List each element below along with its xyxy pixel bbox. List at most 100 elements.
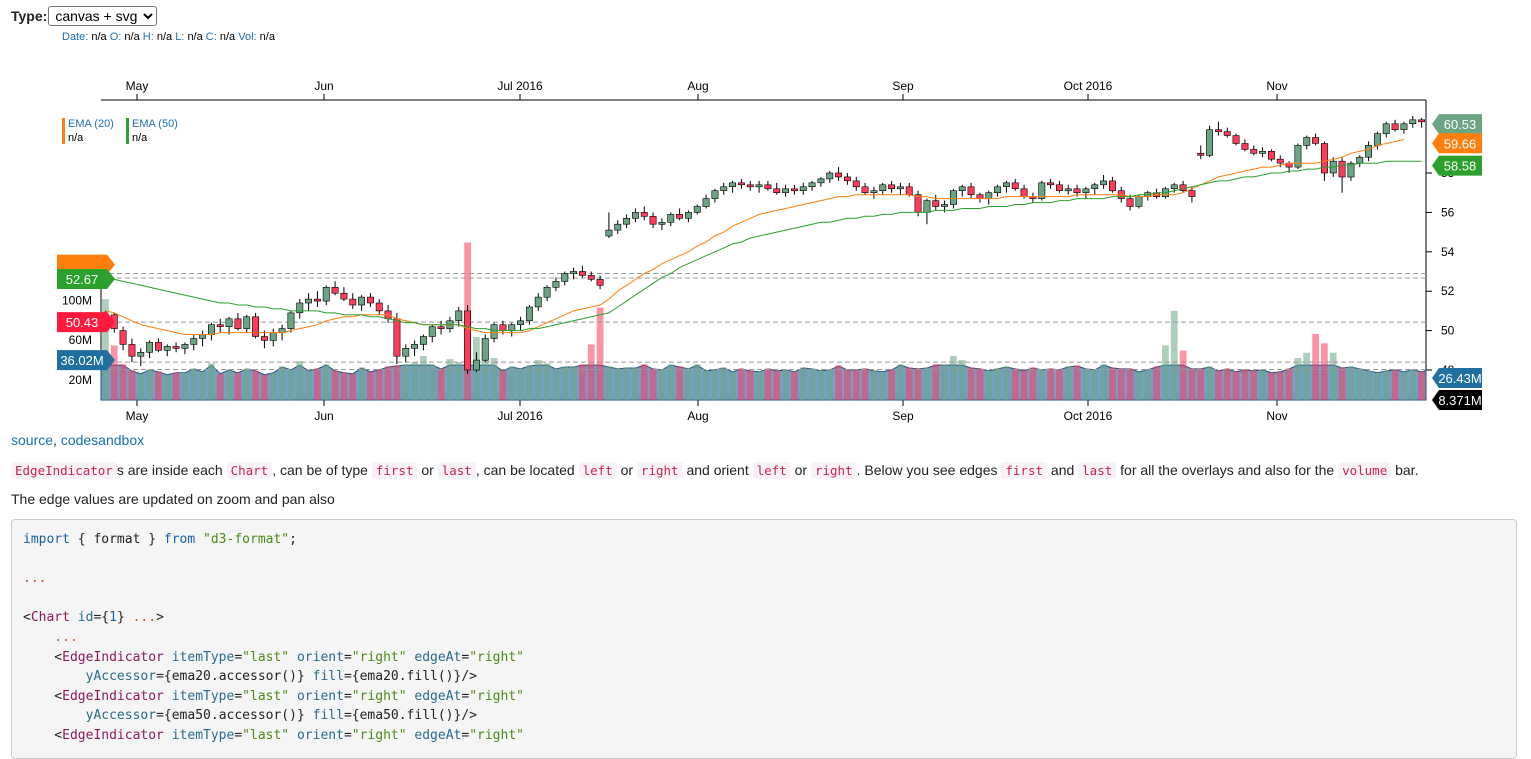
left-close-edge-label: 50.43 <box>66 315 99 330</box>
volume-bar <box>1020 370 1028 400</box>
volume-bar <box>225 369 233 401</box>
volume-bar <box>1356 368 1364 400</box>
candle-body <box>1223 131 1231 136</box>
volume-bar <box>375 369 383 401</box>
volume-bar <box>950 355 957 400</box>
volume-bar <box>799 367 807 400</box>
candle-body <box>684 212 692 219</box>
volume-tick-label: 60M <box>69 333 92 347</box>
candle-body <box>985 192 993 199</box>
volume-bar <box>1144 369 1152 401</box>
price-tick-label: 50 <box>1441 324 1455 338</box>
candle-body <box>358 296 365 306</box>
candle-body <box>1170 184 1178 190</box>
volume-bar <box>543 363 551 401</box>
candle-body <box>296 302 304 314</box>
volume-bar <box>1338 367 1346 400</box>
volume-bar <box>826 369 834 401</box>
type-select[interactable]: canvas + svg <box>48 6 158 26</box>
candle-body <box>1020 188 1028 198</box>
low-value: n/a <box>187 31 203 43</box>
volume-bar <box>305 370 312 400</box>
candle-body <box>1418 119 1426 123</box>
candle-body <box>843 176 851 182</box>
volume-bar <box>870 370 878 400</box>
candle-body <box>729 182 737 188</box>
volume-bar <box>508 366 516 400</box>
stock-chart[interactable]: May May Jun Jun Jul 2016 Jul 2016 Aug Aug Sep Sep… <box>0 60 1531 430</box>
volume-bar <box>1294 358 1302 400</box>
candle-body <box>914 194 922 213</box>
candle-body <box>1312 137 1320 144</box>
code-line: yAccessor={ema20.accessor()} fill={ema20… <box>85 669 477 685</box>
description-text: , can be of type <box>272 462 372 478</box>
code-line: <Chart id={1} ...> <box>23 610 164 626</box>
volume-bar <box>579 364 586 400</box>
candle-body <box>773 188 781 194</box>
candle-body <box>525 306 533 322</box>
candle-body <box>923 200 931 213</box>
candle-body <box>790 188 798 192</box>
candle-body <box>305 298 312 304</box>
volume-bar <box>102 299 109 400</box>
volume-bar <box>437 368 445 400</box>
bottom-x-tick-label: Oct 2016 <box>1064 409 1113 423</box>
candle-body <box>570 271 578 274</box>
candle-body <box>737 182 745 186</box>
bottom-x-tick-label: Jul 2016 <box>497 409 543 423</box>
type-label: Type: <box>11 8 48 24</box>
volume-bar <box>649 368 657 400</box>
candle-body <box>172 346 180 349</box>
candle-body <box>534 296 542 308</box>
volume-bar <box>234 372 242 400</box>
left-volume-edge <box>57 350 115 371</box>
candle-body <box>269 332 277 341</box>
candle-body <box>1400 123 1408 130</box>
codesandbox-link[interactable]: codesandbox <box>60 432 145 448</box>
legend-swatch <box>126 118 129 144</box>
volume-bar <box>1276 371 1284 400</box>
price-tick-label: 52 <box>1441 284 1455 298</box>
right-volume-edge <box>1432 368 1482 388</box>
ohlc-tooltip: Date: n/a O: n/a H: n/a L: n/a C: n/a Vo… <box>62 31 275 43</box>
volume-bar <box>1285 368 1293 400</box>
volume-bar <box>1303 352 1311 401</box>
legend-value: n/a <box>132 132 148 144</box>
candle-body <box>932 200 940 207</box>
candle-body <box>1179 184 1187 192</box>
candle-body <box>1091 184 1099 190</box>
volume-bar <box>243 368 251 400</box>
right-volume-edge-label: 26.43M <box>1438 371 1481 386</box>
high-label: H: <box>142 31 154 43</box>
edge-indicator-description: EdgeIndicator s are inside each Chart, ca… <box>11 460 1418 481</box>
candle-body <box>455 310 463 321</box>
description-text: s are inside each <box>116 462 227 478</box>
volume-bar <box>490 358 498 400</box>
candle-body <box>1082 188 1090 194</box>
volume-bar <box>1250 370 1258 400</box>
volume-bar <box>1418 371 1425 400</box>
volume-bar <box>685 368 692 400</box>
right-ema50-edge-label: 58.58 <box>1444 159 1477 174</box>
candle-body <box>746 184 754 188</box>
volume-bar <box>269 372 277 400</box>
volume-bar <box>1170 310 1178 401</box>
volume-bar <box>1409 369 1417 401</box>
volume-label: Vol: <box>238 31 257 43</box>
high-value: n/a <box>156 31 173 43</box>
candle-body <box>667 214 675 223</box>
right-ema20-edge <box>1432 133 1482 154</box>
candle-body <box>375 302 383 312</box>
volume-bar <box>808 368 816 400</box>
candle-body <box>190 338 198 345</box>
volume-bar <box>137 373 145 401</box>
volume-bar <box>791 371 798 400</box>
candle-body <box>243 316 251 329</box>
volume-bar <box>587 344 595 401</box>
candle-body <box>472 359 480 371</box>
candle-body <box>1338 160 1346 178</box>
candle-body <box>720 186 728 192</box>
source-link[interactable]: source <box>11 432 54 448</box>
candle-body <box>287 312 295 329</box>
legend-name: EMA (50) <box>132 118 178 130</box>
